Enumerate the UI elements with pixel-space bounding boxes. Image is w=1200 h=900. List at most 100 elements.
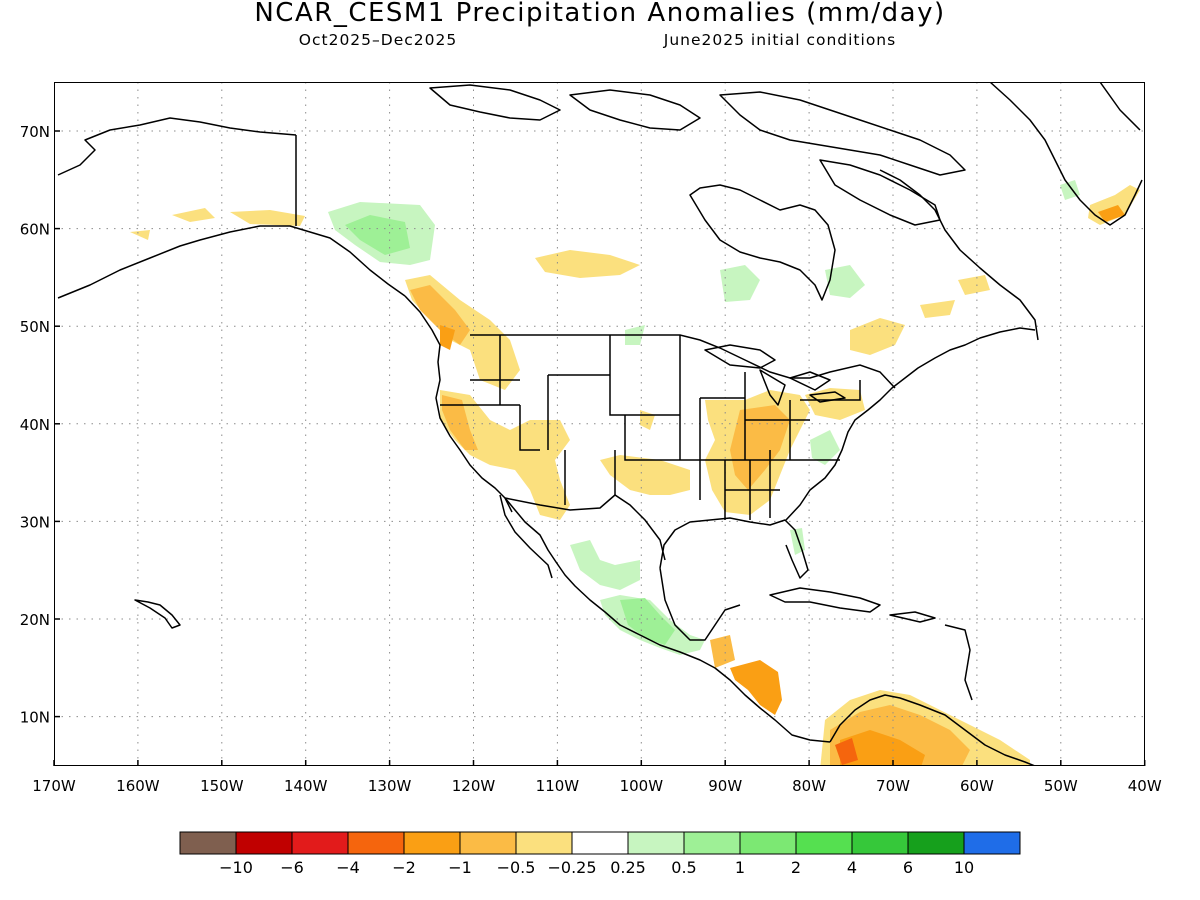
lon-tick-label: 50W [1044, 777, 1078, 795]
border-us-canada [470, 334, 896, 389]
colorbar-swatch [459, 831, 517, 855]
anomaly-region [840, 730, 925, 766]
colorbar-swatch [851, 831, 909, 855]
colorbar-label: 2 [791, 858, 801, 877]
coastline-arctic [429, 84, 966, 226]
lat-tick-label: 60N [20, 221, 50, 239]
anomaly-region [230, 210, 305, 226]
lon-tick-label: 60W [960, 777, 994, 795]
anomaly-region [570, 540, 640, 590]
colorbar-label: −0.25 [547, 858, 596, 877]
anomaly-region [440, 390, 570, 520]
coastline-east [785, 327, 1036, 521]
map-frame [54, 82, 1145, 766]
anomaly-region [442, 395, 478, 450]
colorbar-swatch [347, 831, 405, 855]
anomaly-region [1060, 180, 1080, 200]
coastline-south-america [829, 694, 1038, 766]
lon-tick-label: 120W [452, 777, 496, 795]
anomaly-region [172, 208, 215, 222]
anomaly-region [920, 300, 955, 318]
coastline-greenland [989, 82, 1143, 226]
colorbar-swatch [683, 831, 741, 855]
anomaly-region [810, 430, 840, 465]
anomaly-region [600, 455, 690, 495]
latitude-axis: 70N 60N 50N 40N 30N 20N 10N [20, 123, 60, 727]
coastline-alaska [57, 117, 406, 299]
anomaly-region [440, 325, 455, 350]
period-subtitle: Oct2025–Dec2025 [299, 31, 457, 49]
anomaly-region [710, 635, 735, 668]
graticule [54, 82, 1145, 766]
colorbar-label: 6 [903, 858, 913, 877]
lon-tick-label: 70W [876, 777, 910, 795]
anomaly-region [130, 230, 150, 240]
colorbar-swatch [403, 831, 461, 855]
lon-tick-label: 110W [536, 777, 580, 795]
lon-tick-label: 40W [1128, 777, 1162, 795]
anomaly-region [720, 265, 760, 302]
colorbar-swatch [515, 831, 573, 855]
colorbar-swatch [627, 831, 685, 855]
colorbar-label: 1 [735, 858, 745, 877]
anomaly-region [958, 275, 990, 295]
colorbar-label: 0.5 [671, 858, 696, 877]
coastline-gulf [659, 517, 809, 641]
anomaly-region [730, 660, 782, 715]
lon-tick-label: 150W [200, 777, 244, 795]
coastline-west [404, 295, 831, 743]
coastline-baja [499, 494, 553, 579]
lon-tick-label: 140W [284, 777, 328, 795]
anomaly-region [835, 738, 858, 765]
lon-tick-label: 130W [368, 777, 412, 795]
colorbar-label: −0.5 [497, 858, 536, 877]
lon-tick-label: 160W [116, 777, 160, 795]
colorbar-swatch [179, 831, 237, 855]
lat-tick-label: 30N [20, 513, 50, 531]
colorbar-label: 10 [954, 858, 974, 877]
colorbar-swatch [907, 831, 965, 855]
longitude-axis: 170W 160W 150W 140W 130W 120W 110W 100W 90W 80W 70… [32, 760, 1162, 795]
colorbar-label: −4 [336, 858, 360, 877]
lat-tick-label: 50N [20, 318, 50, 336]
colorbar-label: −2 [392, 858, 416, 877]
anomaly-region [825, 265, 865, 298]
coastline-labrador [879, 169, 1039, 341]
lon-tick-label: 80W [792, 777, 826, 795]
border-states [440, 335, 861, 520]
coastline-hudson [689, 184, 836, 301]
colorbar: −10 −6 −4 −2 −1 −0.5 −0.25 0.25 0.5 1 2 4 6 10 [179, 831, 1021, 877]
colorbar-swatch [795, 831, 853, 855]
political-boundaries [295, 135, 896, 561]
coastlines [57, 82, 1143, 766]
map-area [54, 82, 1145, 766]
colorbar-swatch [963, 831, 1021, 855]
anomaly-region [535, 250, 640, 278]
colorbar-label: −6 [280, 858, 304, 877]
anomaly-region [620, 598, 675, 645]
lat-tick-label: 70N [20, 123, 50, 141]
anomaly-region [805, 388, 865, 420]
anomaly-region [345, 215, 410, 255]
lat-tick-label: 40N [20, 416, 50, 434]
colorbar-label: 4 [847, 858, 857, 877]
colorbar-swatch [739, 831, 797, 855]
figure-title: NCAR_CESM1 Precipitation Anomalies (mm/d… [254, 0, 945, 28]
lon-tick-label: 170W [32, 777, 76, 795]
colorbar-label: 0.25 [610, 858, 646, 877]
lat-tick-label: 20N [20, 611, 50, 629]
colorbar-swatch [235, 831, 293, 855]
coastline-caribbean [769, 587, 973, 701]
colorbar-swatch [571, 831, 629, 855]
coastline-hawaii [134, 599, 181, 629]
anomaly-shading [130, 180, 1140, 766]
anomaly-region [1088, 185, 1140, 225]
colorbar-label: −1 [448, 858, 472, 877]
lon-tick-label: 100W [620, 777, 664, 795]
lon-tick-label: 90W [708, 777, 742, 795]
colorbar-swatch [291, 831, 349, 855]
coastline-great-lakes [704, 344, 846, 406]
anomaly-region [640, 410, 655, 430]
colorbar-label: −10 [219, 858, 253, 877]
